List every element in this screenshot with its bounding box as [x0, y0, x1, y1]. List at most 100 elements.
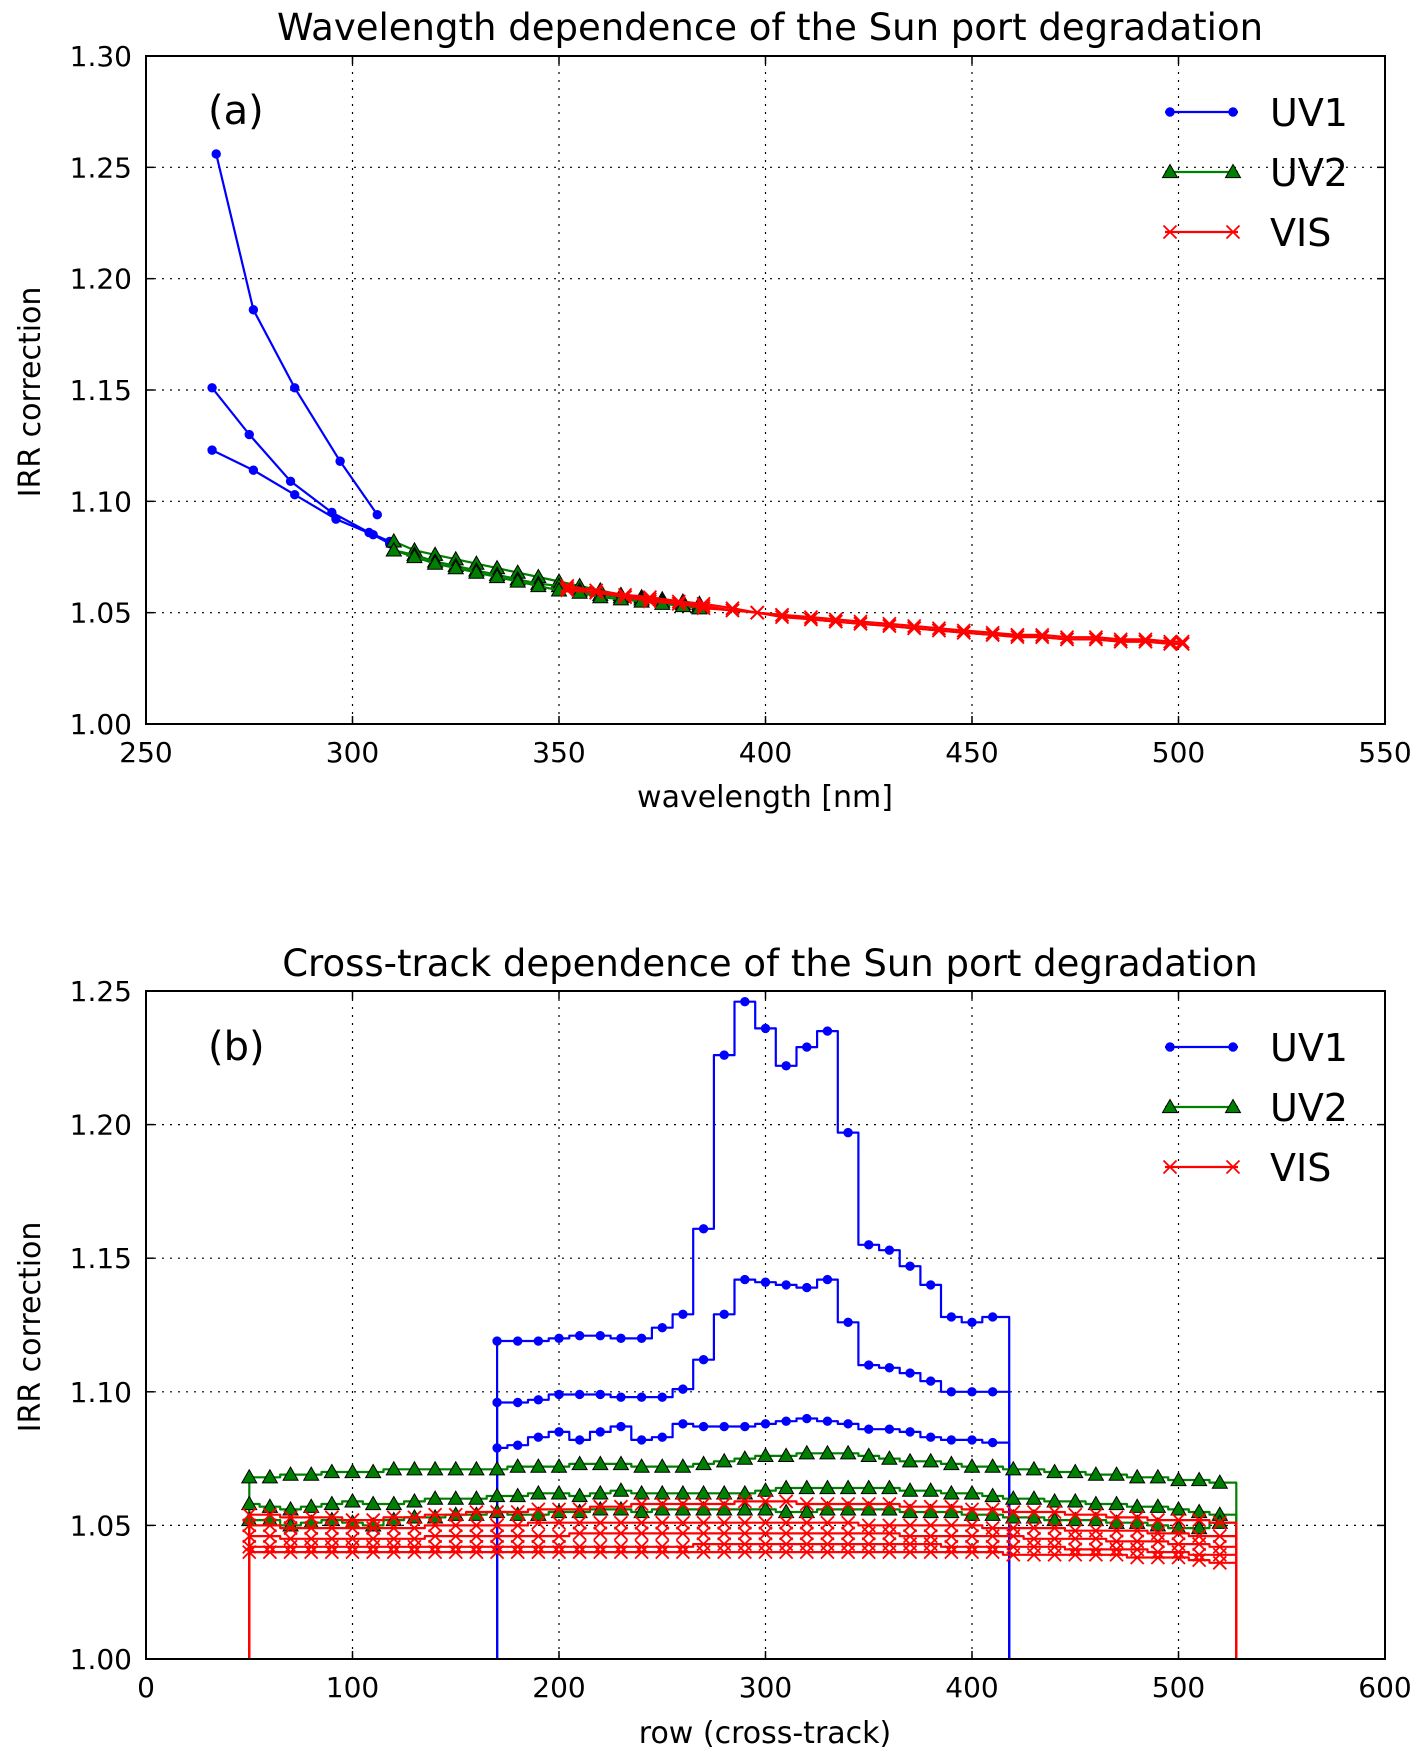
panel-b-data-point	[469, 1528, 484, 1544]
panel-b-series-markers-uv2	[240, 1444, 1229, 1489]
panel-a-data-point	[1163, 636, 1178, 651]
panel-b-data-point	[531, 1502, 546, 1517]
panel-a-data-point	[774, 609, 790, 625]
panel-b-xtick-label: 100	[326, 1671, 379, 1704]
panel-b-series-line-vis	[248, 1551, 1238, 1659]
panel-b-series-line-vis	[248, 1521, 1238, 1659]
panel-b-data-point	[1192, 1536, 1207, 1552]
panel-a-data-point	[1035, 630, 1050, 645]
panel-b-data-point	[533, 1336, 544, 1346]
panel-b-data-point	[799, 1496, 814, 1512]
panel-b-data-point	[492, 1336, 502, 1346]
panel-b-data-point	[613, 1544, 629, 1560]
panel-b-data-point	[488, 1487, 506, 1503]
panel-a-ytick-label: 1.20	[70, 263, 132, 296]
panel-b-data-point	[593, 1544, 608, 1560]
panel-b-data-point	[675, 1544, 691, 1560]
panel-a-data-point	[1113, 632, 1128, 647]
panel-b-data-point	[799, 1515, 814, 1530]
panel-a-series-markers-uv1	[211, 149, 382, 520]
panel-a-ytick-label: 1.10	[70, 485, 132, 518]
panel-b-data-point	[798, 1444, 816, 1460]
panel-b-data-point	[984, 1487, 1002, 1503]
panel-a-data-point	[1113, 634, 1128, 649]
panel-b-data-point	[1150, 1512, 1165, 1528]
panel-b-data-point	[1004, 1490, 1022, 1505]
panel-a-xtick-label: 550	[1358, 736, 1411, 769]
panel-b-data-point	[717, 1496, 732, 1512]
panel-a-data-point	[931, 621, 947, 636]
panel-b-legend-label-uv2: UV2	[1270, 1086, 1348, 1130]
panel-b-data-point	[571, 1455, 589, 1471]
panel-b-data-point	[242, 1528, 257, 1544]
panel-a-data-point	[1059, 630, 1075, 645]
panel-b-legend: UV1 UV2 VIS	[1161, 1026, 1348, 1190]
panel-b-data-point	[551, 1528, 567, 1544]
panel-b-data-point	[822, 1274, 833, 1285]
panel-a-xtick-label: 450	[945, 736, 998, 769]
panel-b-data-point	[468, 1490, 485, 1505]
panel-a-data-point	[1175, 634, 1190, 649]
panel-b-data-point	[591, 1484, 609, 1500]
panel-b-data-point	[1211, 1474, 1229, 1489]
panel-a-data-point	[1010, 627, 1025, 643]
panel-a-data-point	[207, 445, 217, 455]
panel-b-data-point	[678, 1384, 688, 1394]
panel-b-ytick-label: 1.00	[70, 1643, 132, 1676]
panel-a-data-point	[617, 589, 633, 605]
panel-b-data-point	[1150, 1534, 1165, 1549]
panel-b-data-point	[822, 1416, 833, 1426]
panel-b-xtick-label: 0	[137, 1671, 155, 1704]
panel-b-data-point	[513, 1336, 523, 1346]
panel-b-data-point	[427, 1518, 443, 1533]
panel-b-data-point	[1171, 1512, 1186, 1528]
panel-b-data-point	[822, 1026, 833, 1036]
panel-b-data-point	[777, 1447, 795, 1463]
panel-b-data-point	[719, 1309, 729, 1320]
panel-a-data-point	[289, 383, 300, 393]
panel-b-data-point	[283, 1544, 298, 1560]
panel-b-data-point	[1128, 1498, 1146, 1513]
panel-b-data-point	[777, 1479, 795, 1495]
panel-b-series-markers-vis	[242, 1544, 1227, 1570]
panel-a-data-point	[803, 609, 819, 625]
panel-b-data-point	[861, 1496, 876, 1512]
panel-b-data-point	[736, 1500, 754, 1516]
panel-b-data-point	[531, 1544, 546, 1560]
panel-a-ytick-label: 1.30	[70, 40, 132, 73]
panel-b-data-point	[1004, 1460, 1022, 1476]
panel-b-series-markers-uv2	[240, 1479, 1229, 1521]
panel-a-series-markers-vis	[560, 581, 1190, 651]
panel-b-data-point	[468, 1460, 485, 1476]
panel-b-legend-marker-uv2	[1161, 1098, 1179, 1114]
panel-b-title: Cross-track dependence of the Sun port d…	[282, 942, 1258, 985]
panel-b-data-point	[531, 1528, 546, 1544]
panel-b-data-point	[843, 1419, 853, 1429]
panel-b-data-point	[901, 1452, 919, 1468]
panel-b-data-point	[779, 1494, 794, 1509]
panel-b-data-point	[513, 1440, 523, 1450]
panel-b-data-point	[366, 1544, 381, 1560]
panel-b-data-point	[760, 1023, 771, 1034]
panel-b-data-point	[1171, 1550, 1186, 1565]
panel-b-data-point	[1088, 1547, 1104, 1562]
panel-b-data-point	[489, 1544, 505, 1560]
panel-b-ticks: 0 100 200 300 400 500 600 1.00 1.05 1.10 1.15 1.20 1…	[70, 975, 1412, 1704]
panel-b-data-point	[987, 1312, 998, 1322]
panel-b-data-point	[926, 1280, 936, 1290]
panel-b-data-point	[261, 1468, 279, 1484]
panel-b-data-point	[905, 1261, 915, 1271]
panel-b-data-point	[1025, 1490, 1043, 1505]
panel-a-data-point	[853, 614, 868, 629]
panel-b-data-point	[819, 1479, 836, 1495]
panel-b-data-point	[820, 1515, 835, 1530]
panel-b-data-point	[1190, 1471, 1208, 1487]
panel-b-data-point	[840, 1515, 856, 1530]
panel-a-xlabel: wavelength [nm]	[637, 780, 893, 815]
panel-b-data-point	[551, 1544, 567, 1560]
panel-b-data-point	[987, 1437, 998, 1448]
panel-a-data-point	[335, 456, 345, 466]
panel-b-data-point	[386, 1544, 401, 1560]
panel-a-data-point	[696, 601, 711, 616]
panel-b-data-point	[1130, 1523, 1145, 1538]
